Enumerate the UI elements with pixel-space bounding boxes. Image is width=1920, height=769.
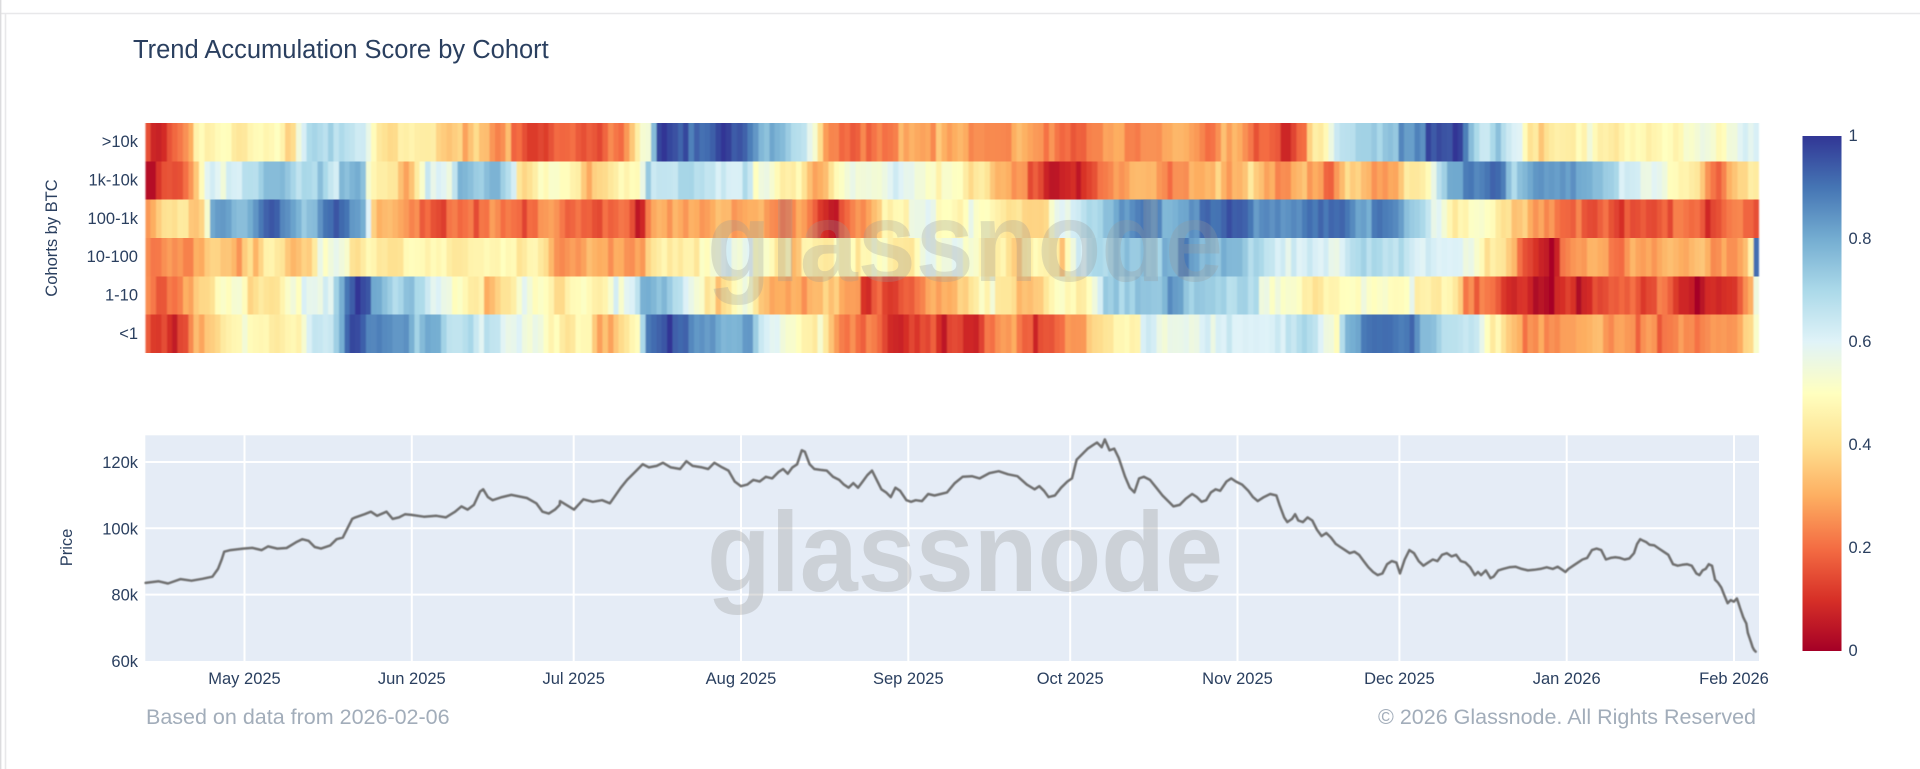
svg-text:0.8: 0.8 xyxy=(1849,230,1872,248)
svg-text:glassnode: glassnode xyxy=(707,179,1223,305)
svg-text:Trend Accumulation Score by Co: Trend Accumulation Score by Cohort xyxy=(133,36,549,64)
svg-text:Price: Price xyxy=(58,529,76,567)
svg-text:Aug 2025: Aug 2025 xyxy=(706,670,777,688)
svg-text:0: 0 xyxy=(1849,642,1858,660)
svg-text:0.4: 0.4 xyxy=(1849,436,1872,454)
svg-text:Cohorts by BTC: Cohorts by BTC xyxy=(43,179,61,296)
svg-text:Jun 2025: Jun 2025 xyxy=(378,670,446,688)
svg-text:Jan 2026: Jan 2026 xyxy=(1533,670,1601,688)
svg-text:>10k: >10k xyxy=(102,133,139,151)
svg-text:Based on data from 2026-02-06: Based on data from 2026-02-06 xyxy=(146,705,450,729)
svg-text:10-100: 10-100 xyxy=(87,248,138,266)
svg-text:Sep 2025: Sep 2025 xyxy=(873,670,944,688)
svg-text:Nov 2025: Nov 2025 xyxy=(1202,670,1273,688)
svg-text:60k: 60k xyxy=(111,653,138,671)
svg-text:Dec 2025: Dec 2025 xyxy=(1364,670,1435,688)
svg-text:80k: 80k xyxy=(111,587,138,605)
svg-text:1-10: 1-10 xyxy=(105,287,138,305)
svg-text:<1: <1 xyxy=(119,325,138,343)
svg-text:0.2: 0.2 xyxy=(1849,539,1872,557)
svg-text:1: 1 xyxy=(1849,127,1858,145)
svg-text:Jul 2025: Jul 2025 xyxy=(543,670,605,688)
svg-text:© 2026 Glassnode. All Rights R: © 2026 Glassnode. All Rights Reserved xyxy=(1378,705,1756,729)
svg-text:100k: 100k xyxy=(102,520,139,538)
svg-text:Oct 2025: Oct 2025 xyxy=(1037,670,1104,688)
svg-text:1k-10k: 1k-10k xyxy=(88,172,138,190)
svg-text:Feb 2026: Feb 2026 xyxy=(1699,670,1769,688)
svg-text:May 2025: May 2025 xyxy=(208,670,280,688)
svg-text:glassnode: glassnode xyxy=(707,489,1223,615)
svg-text:0.6: 0.6 xyxy=(1849,333,1872,351)
svg-text:100-1k: 100-1k xyxy=(88,210,139,228)
svg-text:120k: 120k xyxy=(102,454,139,472)
